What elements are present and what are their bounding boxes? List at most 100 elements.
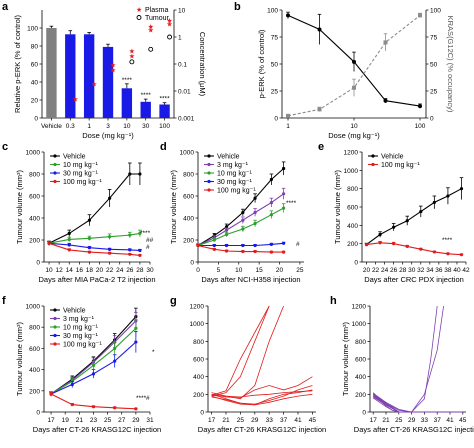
y-tick-label: 1000 <box>190 321 205 328</box>
data-point <box>371 154 375 158</box>
data-point <box>317 27 322 32</box>
bar <box>102 46 114 118</box>
x-axis-label: Dose (mg kg⁻¹) <box>328 131 380 140</box>
y-tick-label: 20 <box>31 98 39 105</box>
chart-panel-e: 0 200 400 600 800 1000 1200 20 22 24 26 28 30 32 34 36 3… <box>333 150 470 285</box>
plasma-point: ★ <box>110 62 116 70</box>
data-point <box>134 407 138 411</box>
x-tick-label: 24 <box>381 267 389 274</box>
data-point <box>91 372 96 376</box>
x-tick-label: 38 <box>444 267 452 274</box>
x-tick-label: 37 <box>434 417 442 424</box>
data-point <box>138 231 142 235</box>
data-point <box>53 316 57 321</box>
y2-tick-label: 50 <box>430 62 438 69</box>
legend-entry: 3 mg kg⁻¹ <box>217 162 249 169</box>
x-tick-label: 0.3 <box>66 123 75 130</box>
y-tick-label: 600 <box>183 194 194 201</box>
x-tick-label: 27 <box>118 417 126 424</box>
bar <box>159 104 170 118</box>
y-tick-label: 1000 <box>180 150 195 157</box>
data-point <box>53 171 57 175</box>
legend-entry: 10 mg kg⁻¹ <box>63 162 98 169</box>
x-tick-label: 17 <box>47 417 55 424</box>
data-point <box>459 187 464 191</box>
significance-label: **** <box>286 200 297 207</box>
bar <box>140 101 151 118</box>
plasma-point: ★ <box>148 27 154 35</box>
y2-tick-label: 25 <box>430 89 438 96</box>
data-point <box>241 227 245 231</box>
legend-entry: Vehicle <box>63 154 86 161</box>
x-tick-label: 17 <box>370 417 378 424</box>
x-tick-label: 26 <box>126 267 134 274</box>
data-point <box>282 192 286 196</box>
x-tick-label: 45 <box>309 417 317 424</box>
data-point <box>241 249 245 254</box>
plasma-point: ★ <box>110 66 116 74</box>
legend-entry: 100 mg kg⁻¹ <box>63 342 102 349</box>
y-tick-label: 400 <box>29 216 40 223</box>
data-point <box>282 166 286 171</box>
y-tick-label: 200 <box>29 238 40 245</box>
panel-label: e <box>318 141 324 153</box>
x-tick-label: 37 <box>280 417 288 424</box>
series-line <box>211 305 270 397</box>
data-point <box>317 107 322 112</box>
series-line <box>372 394 438 413</box>
data-point <box>253 249 257 254</box>
data-point <box>378 241 382 245</box>
x-tick-label: 36 <box>435 267 443 274</box>
y-tick-label: 800 <box>193 339 204 346</box>
x-tick-label: 25 <box>296 267 304 274</box>
series-line <box>48 242 140 251</box>
data-point <box>134 340 138 344</box>
data-point <box>87 246 92 250</box>
x-tick-label: 100 <box>415 123 426 130</box>
data-point <box>53 179 57 184</box>
series-line <box>372 395 463 413</box>
x-tick-label: 29 <box>251 417 259 424</box>
y-tick-label: 200 <box>183 238 194 245</box>
data-point <box>87 236 92 240</box>
series-line <box>211 305 284 400</box>
x-tick-label: 17 <box>208 417 216 424</box>
data-point <box>67 248 71 252</box>
y-tick-label: 400 <box>355 374 366 381</box>
data-point <box>87 218 92 222</box>
y-tick-label: 50 <box>271 62 279 69</box>
series-line <box>211 385 313 405</box>
legend-entry: 100 mg kg⁻¹ <box>381 162 420 169</box>
y2-tick-label: 0.1 <box>178 62 187 69</box>
panel-label: b <box>234 1 241 13</box>
data-point <box>253 210 257 215</box>
y-tick-label: 0 <box>362 410 366 417</box>
x-tick-label: 12 <box>56 267 64 274</box>
x-tick-label: 40 <box>453 267 461 274</box>
y-tick-label: 0 <box>34 116 38 123</box>
data-point <box>392 225 396 229</box>
data-point <box>138 172 142 176</box>
data-point <box>128 172 132 176</box>
data-point <box>224 232 229 237</box>
significance-label: ## <box>146 237 154 244</box>
data-point <box>418 104 422 109</box>
x-tick-label: 3 <box>106 123 110 130</box>
y-tick-label: 0 <box>36 410 40 417</box>
plasma-point: ★ <box>91 81 97 89</box>
x-tick-label: 20 <box>363 267 371 274</box>
bar <box>65 34 76 118</box>
y-tick-label: 1000 <box>352 321 367 328</box>
legend-entry: 100 mg kg⁻¹ <box>217 188 256 195</box>
y-tick-label: 80 <box>31 44 39 51</box>
chart-panel-b: 0 25 50 75 100 0 25 50 75 100 1 10 100 Dose (mg kg⁻¹)… <box>257 8 455 141</box>
chart-panel-h: 0 200 400 600 800 1000 1200 17 21 25 29 33 37 41 45Day… <box>341 304 474 435</box>
plasma-point: ★ <box>129 52 135 60</box>
x-tick-label: 30 <box>146 267 154 274</box>
y-tick-label: 40 <box>31 80 39 87</box>
y-tick-label: 800 <box>29 325 40 332</box>
y-tick-label: 600 <box>355 357 366 364</box>
data-point <box>446 252 450 256</box>
x-tick-label: 28 <box>136 267 144 274</box>
data-point <box>378 232 382 237</box>
